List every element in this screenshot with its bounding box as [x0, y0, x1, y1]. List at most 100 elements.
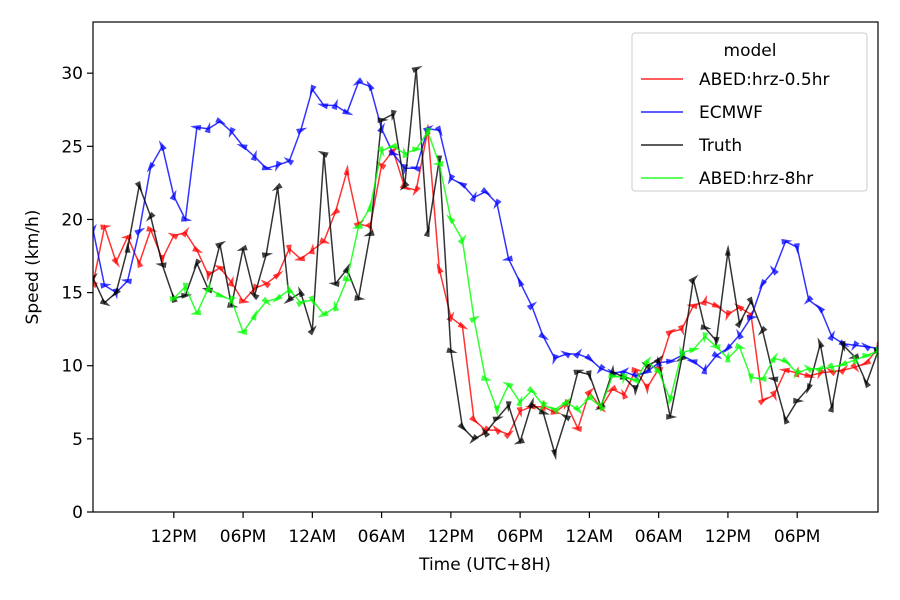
series-marker — [724, 244, 731, 256]
series-marker — [283, 157, 295, 166]
series-marker — [631, 366, 643, 373]
series-marker — [552, 353, 559, 365]
series-marker — [516, 395, 523, 407]
y-axis: 0 5 10 15 20 25 30 — [61, 64, 93, 523]
legend-label: ABED:hrz-0.5hr — [699, 70, 829, 90]
series-marker — [527, 397, 534, 409]
series-marker — [584, 387, 595, 397]
series-marker — [146, 161, 156, 173]
series-marker — [331, 98, 338, 111]
series-marker — [480, 425, 491, 436]
series-marker — [700, 324, 712, 330]
series-marker — [667, 394, 675, 406]
series-marker — [734, 342, 747, 349]
series-marker — [213, 264, 225, 272]
series-marker — [861, 342, 872, 352]
series-marker — [758, 278, 768, 290]
series-marker — [446, 347, 458, 353]
series-marker — [573, 404, 583, 415]
series-marker — [354, 295, 366, 301]
series-marker — [516, 406, 523, 418]
series-marker — [190, 125, 202, 131]
series-marker — [711, 351, 723, 359]
series-marker — [193, 258, 202, 270]
series-marker — [343, 164, 350, 176]
x-tick-label: 12PM — [151, 527, 198, 547]
series-marker — [236, 144, 248, 151]
series-marker — [560, 413, 572, 422]
series-marker — [746, 314, 758, 321]
series-marker — [769, 390, 777, 402]
series-marker — [204, 122, 211, 134]
series-marker — [261, 296, 272, 307]
y-tick-label: 25 — [61, 137, 83, 157]
series-marker — [806, 383, 813, 395]
series-marker — [551, 449, 557, 461]
series-marker — [837, 360, 849, 368]
series-marker — [286, 283, 294, 295]
series-marker — [215, 117, 227, 125]
series-marker — [769, 265, 779, 276]
series-marker — [182, 282, 189, 294]
series-marker — [860, 358, 872, 367]
series-marker — [275, 160, 282, 172]
series-marker — [570, 426, 583, 433]
series-marker — [817, 337, 825, 349]
series-marker — [780, 356, 792, 366]
legend-title: model — [724, 41, 777, 61]
series-marker — [377, 117, 389, 123]
series-marker — [204, 281, 211, 293]
series-marker — [734, 317, 744, 329]
series-marker — [215, 291, 227, 298]
x-tick-label: 12PM — [428, 527, 475, 547]
series-marker — [309, 243, 315, 255]
series-marker — [724, 351, 731, 363]
series-marker — [249, 291, 260, 301]
series-marker — [584, 353, 595, 363]
series-marker — [827, 362, 836, 374]
series-marker — [238, 297, 250, 304]
series-marker — [317, 310, 329, 318]
series-marker — [469, 415, 480, 425]
series-marker — [317, 103, 329, 110]
series-marker — [609, 364, 615, 376]
series-marker — [399, 181, 410, 191]
series-marker — [560, 350, 572, 359]
series-marker — [686, 359, 698, 365]
series-marker — [272, 270, 284, 280]
series-marker — [793, 397, 805, 404]
series-marker — [700, 294, 707, 306]
series-marker — [328, 281, 340, 288]
series-marker — [492, 416, 504, 423]
series-marker — [261, 164, 273, 171]
series-marker — [250, 149, 257, 162]
series-marker — [596, 363, 606, 375]
x-tick-label: 12AM — [565, 527, 613, 547]
series-marker — [134, 227, 146, 236]
series-marker — [457, 234, 467, 245]
series-marker — [190, 309, 202, 316]
series-marker — [517, 276, 525, 288]
series-marker — [538, 331, 550, 341]
series-marker — [644, 383, 650, 395]
series-marker — [481, 427, 491, 438]
series-marker — [665, 328, 677, 337]
series-marker — [411, 66, 423, 74]
legend: model ABED:hrz-0.5hr ECMWF Truth ABED:hrz-8… — [631, 32, 868, 192]
series-marker — [363, 230, 375, 237]
series-marker — [585, 370, 592, 382]
series-marker — [757, 325, 768, 336]
series-marker — [215, 240, 227, 249]
series-marker — [260, 279, 272, 289]
series-marker — [501, 255, 513, 262]
series-marker — [480, 375, 493, 381]
series-marker — [111, 287, 121, 298]
series-marker — [526, 301, 538, 311]
series-marker — [862, 377, 871, 389]
series-marker — [456, 181, 468, 189]
x-tick-label: 06AM — [358, 527, 406, 547]
series-marker — [769, 352, 778, 364]
series-marker — [296, 299, 307, 308]
series-marker — [852, 353, 859, 365]
series-marker — [653, 354, 664, 365]
